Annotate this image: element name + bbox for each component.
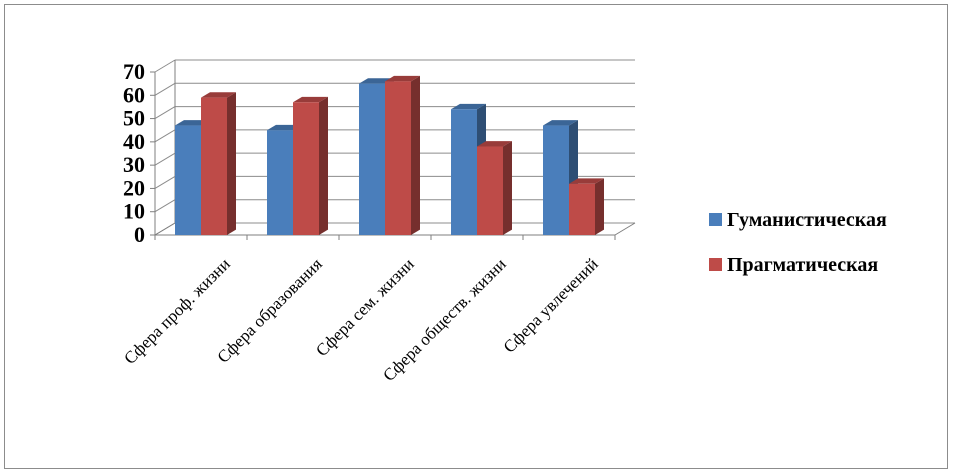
- y-tick-label: 50: [123, 106, 145, 131]
- legend-swatch: [709, 213, 722, 226]
- bar-front: [543, 126, 569, 235]
- gridline-diagonal: [155, 107, 175, 119]
- floor-right-edge: [615, 223, 635, 235]
- legend-swatch: [709, 258, 722, 271]
- bar: [385, 76, 420, 235]
- bar-front: [451, 109, 477, 235]
- y-tick-label: 70: [123, 59, 145, 84]
- bar-front: [359, 84, 385, 235]
- bar-side: [227, 92, 236, 235]
- bar-front: [569, 184, 595, 235]
- bar-side: [319, 97, 328, 235]
- bar: [569, 178, 604, 235]
- gridline-diagonal: [155, 60, 175, 72]
- legend-label: Гуманистическая: [727, 209, 887, 231]
- bar: [201, 92, 236, 235]
- gridline-diagonal: [155, 83, 175, 95]
- bar-front: [477, 147, 503, 235]
- y-tick-label: 10: [123, 199, 145, 224]
- legend: Гуманистическая Прагматическая: [709, 209, 887, 276]
- gridline-diagonal: [155, 153, 175, 165]
- bar: [477, 141, 512, 235]
- chart-bars: [175, 76, 604, 235]
- floor-left-edge: [155, 223, 175, 235]
- y-tick-label: 30: [123, 152, 145, 177]
- y-tick-label: 60: [123, 82, 145, 107]
- gridline-diagonal: [155, 176, 175, 188]
- bar-front: [267, 130, 293, 235]
- bar-front: [175, 126, 201, 235]
- gridline-diagonal: [155, 130, 175, 142]
- y-tick-label: 20: [123, 175, 145, 200]
- bar-front: [293, 102, 319, 235]
- y-tick-label: 40: [123, 129, 145, 154]
- bar-front: [385, 81, 411, 235]
- bar-side: [595, 178, 604, 235]
- x-category-label: Сфера сем. жизни: [312, 254, 418, 360]
- bar-side: [503, 141, 512, 235]
- bar: [293, 97, 328, 235]
- bar-front: [201, 98, 227, 235]
- bar-side: [411, 76, 420, 235]
- x-category-label: Сфера увлечений: [500, 254, 602, 356]
- legend-label: Прагматическая: [727, 254, 878, 276]
- gridline-diagonal: [155, 200, 175, 212]
- y-tick-label: 0: [134, 222, 145, 247]
